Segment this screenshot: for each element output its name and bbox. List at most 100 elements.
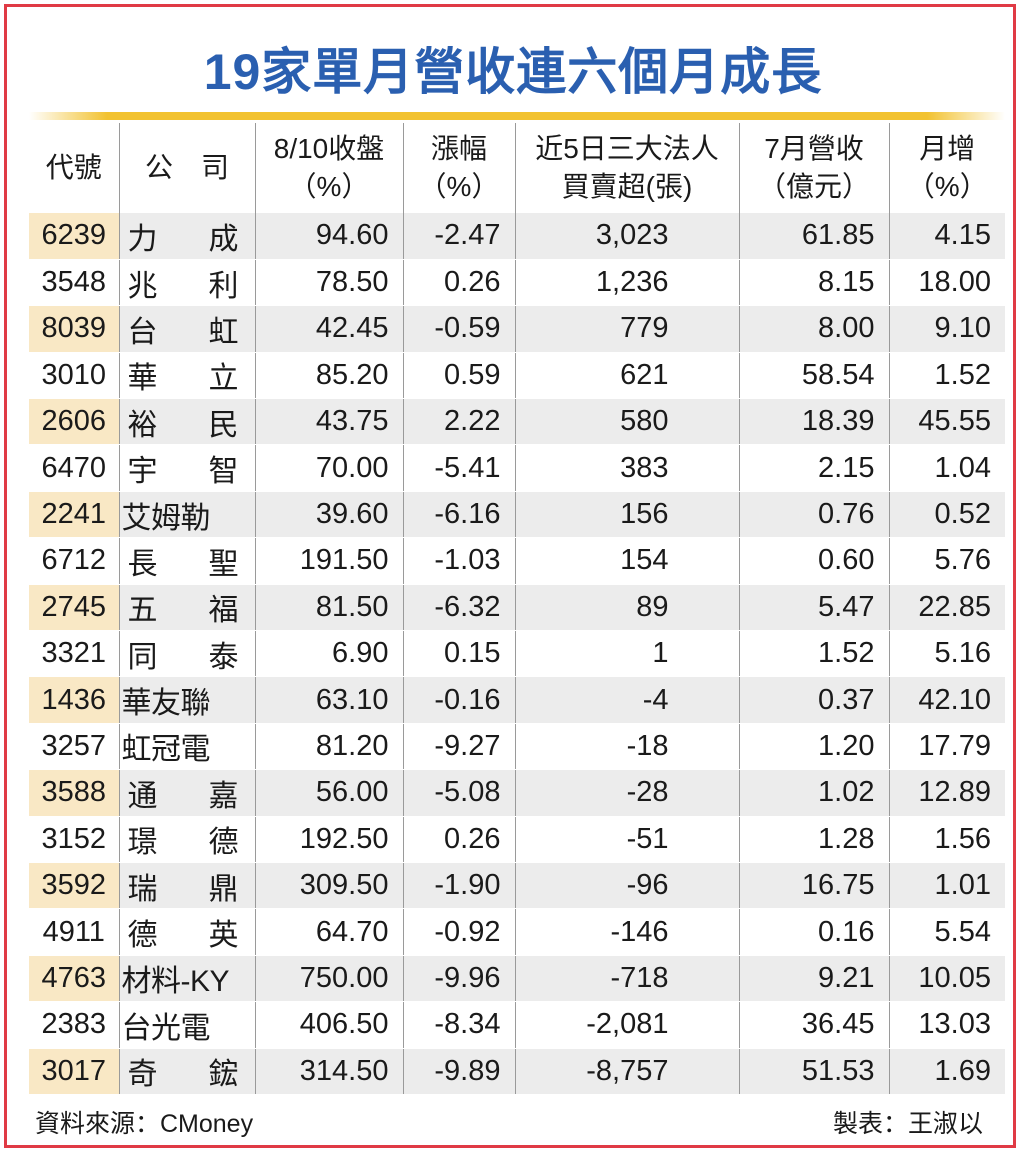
change-pct: -9.27 [402, 723, 515, 771]
header-change: 漲幅 （%） [402, 123, 515, 213]
institutional-net: 89 [514, 584, 739, 632]
close-price: 64.70 [254, 908, 403, 956]
table-row: 4911 德 英 64.70 -0.92 -146 0.16 5.54 [29, 908, 1005, 956]
close-price: 39.60 [254, 491, 403, 539]
table-row: 3010 華 立 85.20 0.59 621 58.54 1.52 [29, 352, 1005, 400]
institutional-net: 383 [514, 444, 739, 492]
header-july-revenue: 7月營收 （億元） [738, 123, 889, 213]
july-revenue: 58.54 [738, 352, 889, 400]
institutional-net: -51 [514, 816, 739, 863]
close-price: 42.45 [254, 305, 403, 353]
close-price: 94.60 [254, 213, 403, 260]
table-row: 2383 台光電 406.50 -8.34 -2,081 36.45 13.03 [29, 1001, 1005, 1049]
mom-growth: 1.04 [888, 444, 1005, 492]
stock-code: 6239 [29, 213, 119, 260]
close-price: 56.00 [254, 769, 403, 817]
mom-growth: 1.56 [888, 816, 1005, 863]
stock-code: 6470 [29, 444, 119, 492]
mom-growth: 5.54 [888, 908, 1005, 956]
table-row: 6239 力 成 94.60 -2.47 3,023 61.85 4.15 [29, 213, 1005, 260]
stock-code: 2383 [29, 1001, 119, 1049]
july-revenue: 5.47 [738, 584, 889, 632]
mom-growth: 0.52 [888, 491, 1005, 539]
company-name: 台 虹 [118, 305, 255, 353]
close-price: 63.10 [254, 676, 403, 724]
company-name: 五 福 [118, 584, 255, 632]
company-name: 瑞 鼎 [118, 862, 255, 910]
change-pct: -5.41 [402, 444, 515, 492]
institutional-net: -8,757 [514, 1048, 739, 1095]
mom-growth: 5.76 [888, 537, 1005, 585]
header-institutional: 近5日三大法人 買賣超(張) [514, 123, 739, 213]
mom-growth: 1.01 [888, 862, 1005, 910]
mom-growth: 9.10 [888, 305, 1005, 353]
change-pct: 0.26 [402, 816, 515, 863]
stock-code: 6712 [29, 537, 119, 585]
mom-growth: 22.85 [888, 584, 1005, 632]
company-name: 同 泰 [118, 630, 255, 678]
table-row: 2745 五 福 81.50 -6.32 89 5.47 22.85 [29, 584, 1005, 632]
july-revenue: 9.21 [738, 955, 889, 1003]
july-revenue: 0.60 [738, 537, 889, 585]
infographic-frame: 19家單月營收連六個月成長 代號 公 司 8/10收盤 （%） 漲幅 （%） 近… [4, 4, 1016, 1148]
close-price: 78.50 [254, 259, 403, 307]
table-header-row: 代號 公 司 8/10收盤 （%） 漲幅 （%） 近5日三大法人 買賣超(張) … [29, 123, 1005, 213]
july-revenue: 1.52 [738, 630, 889, 678]
july-revenue: 61.85 [738, 213, 889, 260]
close-price: 750.00 [254, 955, 403, 1003]
company-name: 長 聖 [118, 537, 255, 585]
institutional-net: 3,023 [514, 213, 739, 260]
company-name: 德 英 [118, 908, 255, 956]
stock-code: 2745 [29, 584, 119, 632]
institutional-net: 154 [514, 537, 739, 585]
change-pct: 0.15 [402, 630, 515, 678]
mom-growth: 1.52 [888, 352, 1005, 400]
institutional-net: -4 [514, 676, 739, 724]
institutional-net: -28 [514, 769, 739, 817]
institutional-net: 621 [514, 352, 739, 400]
company-name: 華友聯 [118, 676, 255, 724]
company-name: 虹冠電 [118, 723, 255, 771]
header-close: 8/10收盤 （%） [254, 123, 403, 213]
table-row: 2606 裕 民 43.75 2.22 580 18.39 45.55 [29, 398, 1005, 446]
change-pct: -6.16 [402, 491, 515, 539]
table-row: 6470 宇 智 70.00 -5.41 383 2.15 1.04 [29, 444, 1005, 492]
july-revenue: 0.76 [738, 491, 889, 539]
table-body: 6239 力 成 94.60 -2.47 3,023 61.85 4.15 3548 兆 利 78… [29, 213, 1005, 1095]
institutional-net: -718 [514, 955, 739, 1003]
company-name: 宇 智 [118, 444, 255, 492]
company-name: 材料-KY [118, 955, 255, 1003]
mom-growth: 5.16 [888, 630, 1005, 678]
institutional-net: -96 [514, 862, 739, 910]
july-revenue: 0.16 [738, 908, 889, 956]
change-pct: -1.90 [402, 862, 515, 910]
change-pct: -0.16 [402, 676, 515, 724]
stock-code: 3548 [29, 259, 119, 307]
stock-code: 2241 [29, 491, 119, 539]
mom-growth: 42.10 [888, 676, 1005, 724]
stock-code: 8039 [29, 305, 119, 353]
company-name: 璟 德 [118, 816, 255, 863]
table-row: 3588 通 嘉 56.00 -5.08 -28 1.02 12.89 [29, 769, 1005, 817]
stock-code: 3257 [29, 723, 119, 771]
mom-growth: 18.00 [888, 259, 1005, 307]
stock-code: 1436 [29, 676, 119, 724]
header-code: 代號 [45, 152, 102, 183]
table-row: 3592 瑞 鼎 309.50 -1.90 -96 16.75 1.01 [29, 862, 1005, 910]
close-price: 191.50 [254, 537, 403, 585]
company-name: 兆 利 [118, 259, 255, 307]
change-pct: 0.59 [402, 352, 515, 400]
mom-growth: 13.03 [888, 1001, 1005, 1049]
mom-growth: 10.05 [888, 955, 1005, 1003]
company-name: 華 立 [118, 352, 255, 400]
mom-growth: 45.55 [888, 398, 1005, 446]
july-revenue: 8.15 [738, 259, 889, 307]
title-divider [29, 112, 1005, 120]
table-row: 1436 華友聯 63.10 -0.16 -4 0.37 42.10 [29, 676, 1005, 724]
revenue-table: 代號 公 司 8/10收盤 （%） 漲幅 （%） 近5日三大法人 買賣超(張) … [29, 123, 1005, 1095]
stock-code: 3017 [29, 1048, 119, 1095]
close-price: 43.75 [254, 398, 403, 446]
change-pct: -5.08 [402, 769, 515, 817]
july-revenue: 1.28 [738, 816, 889, 863]
july-revenue: 1.20 [738, 723, 889, 771]
